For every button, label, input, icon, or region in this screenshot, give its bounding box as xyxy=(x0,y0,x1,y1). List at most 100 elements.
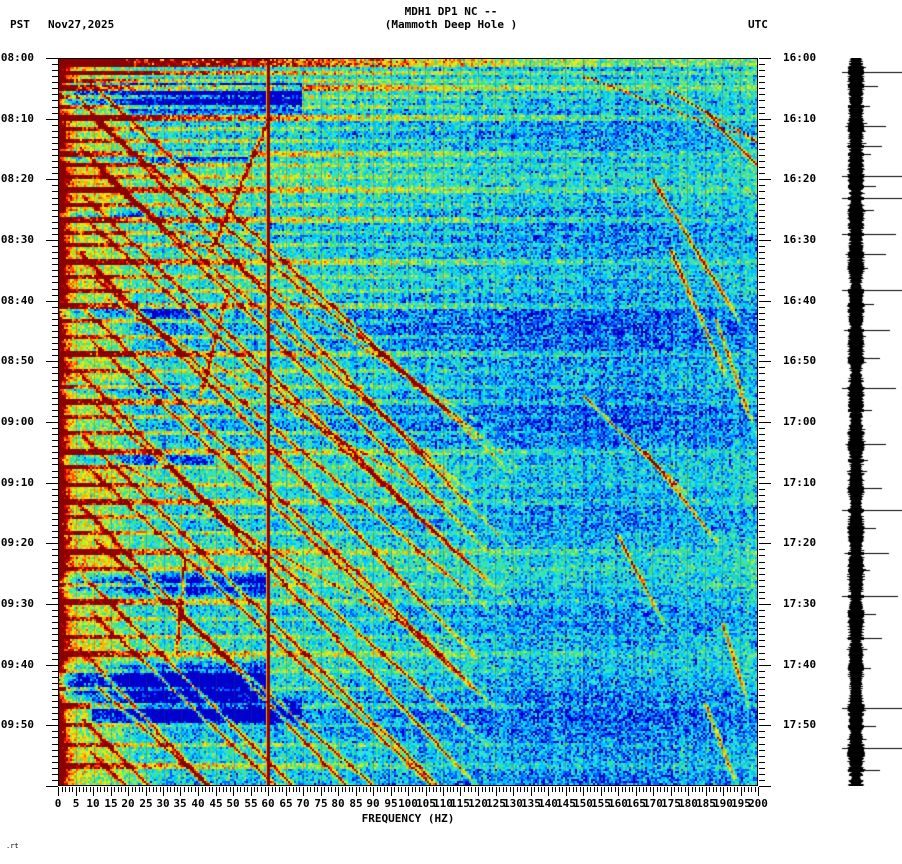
time-tick-minor-left xyxy=(52,155,58,156)
time-tick-major-right xyxy=(759,361,771,362)
time-tick-minor-right xyxy=(759,616,765,617)
freq-tick-minor xyxy=(212,787,213,792)
freq-tick-minor xyxy=(429,787,430,792)
freq-tick-minor xyxy=(149,787,150,792)
time-tick-minor-right xyxy=(759,131,765,132)
time-tick-minor-left xyxy=(52,325,58,326)
freq-label: 130 xyxy=(503,797,523,810)
freq-label: 5 xyxy=(72,797,80,810)
freq-tick-minor xyxy=(205,787,206,792)
freq-tick-minor xyxy=(177,787,178,792)
freq-tick-major xyxy=(513,787,514,796)
time-label-utc: 16:20 xyxy=(783,172,817,185)
time-tick-major-left xyxy=(46,483,58,484)
freq-tick-minor xyxy=(247,787,248,792)
freq-label: 185 xyxy=(696,797,716,810)
time-tick-minor-right xyxy=(759,143,765,144)
freq-tick-minor xyxy=(419,787,420,792)
time-tick-minor-right xyxy=(759,380,765,381)
time-tick-minor-left xyxy=(52,137,58,138)
time-tick-major-right xyxy=(759,119,771,120)
time-tick-minor-right xyxy=(759,392,765,393)
time-label-pst: 08:50 xyxy=(0,354,34,367)
time-tick-minor-left xyxy=(52,744,58,745)
freq-tick-major xyxy=(233,787,234,796)
freq-tick-major xyxy=(426,787,427,796)
freq-tick-minor xyxy=(657,787,658,792)
time-tick-major-right xyxy=(759,725,771,726)
time-tick-major-right xyxy=(759,301,771,302)
time-tick-minor-left xyxy=(52,598,58,599)
time-tick-minor-right xyxy=(759,659,765,660)
time-tick-minor-right xyxy=(759,555,765,556)
time-tick-minor-right xyxy=(759,88,765,89)
time-tick-minor-left xyxy=(52,386,58,387)
time-tick-major-left xyxy=(46,422,58,423)
freq-tick-minor xyxy=(748,787,749,792)
freq-tick-minor xyxy=(401,787,402,792)
freq-tick-minor xyxy=(405,787,406,792)
time-tick-minor-right xyxy=(759,198,765,199)
freq-tick-minor xyxy=(604,787,605,792)
time-tick-major-left xyxy=(46,604,58,605)
freq-tick-major xyxy=(408,787,409,796)
time-tick-minor-left xyxy=(52,507,58,508)
freq-tick-minor xyxy=(713,787,714,792)
time-tick-minor-right xyxy=(759,210,765,211)
time-tick-minor-left xyxy=(52,210,58,211)
freq-tick-minor xyxy=(65,787,66,792)
time-tick-minor-right xyxy=(759,640,765,641)
freq-label: 125 xyxy=(486,797,506,810)
freq-label: 90 xyxy=(366,797,380,810)
time-tick-minor-left xyxy=(52,562,58,563)
freq-tick-minor xyxy=(709,787,710,792)
spectrogram-plot xyxy=(58,58,758,786)
time-axis-utc: 16:00 16:10 16:20 16:30 16:40 16:50 17:00 17:10… xyxy=(759,51,816,787)
freq-tick-minor xyxy=(265,787,266,792)
time-label-utc: 16:10 xyxy=(783,112,817,125)
time-tick-minor-left xyxy=(52,228,58,229)
date-label: Nov27,2025 xyxy=(48,18,115,31)
freq-tick-minor xyxy=(184,787,185,792)
time-tick-minor-right xyxy=(759,289,765,290)
freq-tick-major xyxy=(216,787,217,796)
freq-label: 175 xyxy=(661,797,681,810)
freq-tick-minor xyxy=(342,787,343,792)
freq-tick-minor xyxy=(240,787,241,792)
time-tick-minor-left xyxy=(52,185,58,186)
freq-tick-minor xyxy=(104,787,105,792)
time-axis-pst: 08:00 08:10 08:20 08:30 08:40 08:50 09:00 09:10… xyxy=(1,51,58,787)
time-label-pst: 09:30 xyxy=(0,597,34,610)
freq-tick-minor xyxy=(310,787,311,792)
time-tick-minor-left xyxy=(52,246,58,247)
freq-tick-minor xyxy=(660,787,661,792)
time-tick-minor-left xyxy=(52,131,58,132)
time-label-utc: 16:50 xyxy=(783,354,817,367)
freq-tick-minor xyxy=(734,787,735,792)
time-tick-minor-right xyxy=(759,501,765,502)
time-tick-minor-right xyxy=(759,610,765,611)
freq-tick-minor xyxy=(72,787,73,792)
time-tick-minor-left xyxy=(52,173,58,174)
time-tick-minor-right xyxy=(759,434,765,435)
freq-tick-minor xyxy=(517,787,518,792)
time-tick-minor-right xyxy=(759,707,765,708)
time-label-pst: 08:40 xyxy=(0,294,34,307)
time-tick-minor-right xyxy=(759,519,765,520)
time-tick-minor-left xyxy=(52,373,58,374)
freq-tick-major xyxy=(251,787,252,796)
time-tick-minor-right xyxy=(759,173,765,174)
time-tick-minor-right xyxy=(759,167,765,168)
freq-tick-minor xyxy=(678,787,679,792)
time-tick-minor-left xyxy=(52,295,58,296)
time-tick-minor-left xyxy=(52,355,58,356)
freq-tick-minor xyxy=(219,787,220,792)
time-tick-minor-right xyxy=(759,428,765,429)
freq-tick-minor xyxy=(716,787,717,792)
freq-tick-minor xyxy=(237,787,238,792)
time-tick-minor-left xyxy=(52,198,58,199)
freq-tick-minor xyxy=(573,787,574,792)
freq-tick-minor xyxy=(555,787,556,792)
time-tick-minor-right xyxy=(759,750,765,751)
time-tick-minor-left xyxy=(52,574,58,575)
